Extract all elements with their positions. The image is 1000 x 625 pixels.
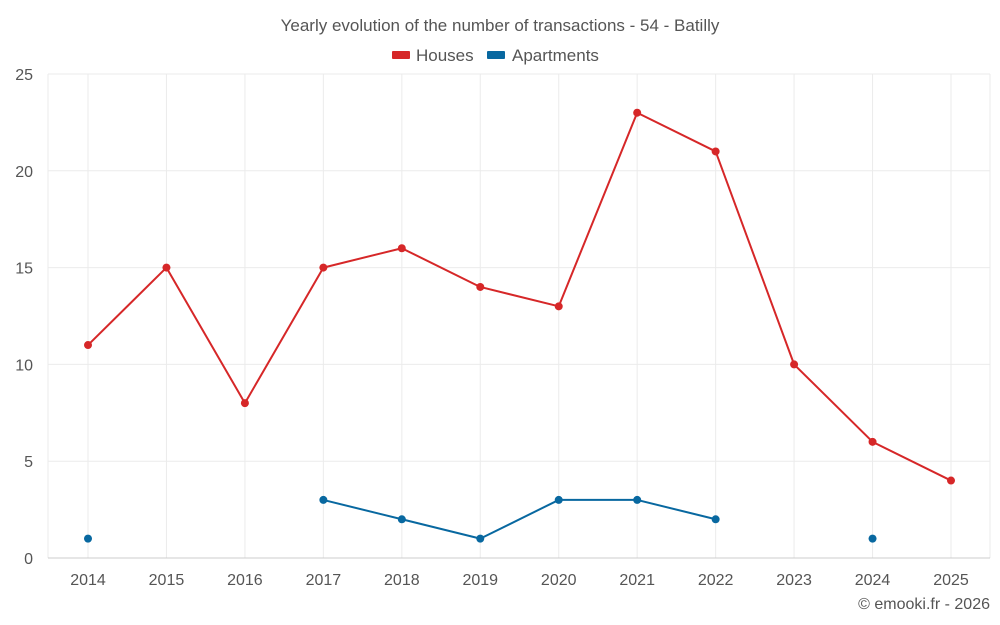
series-apartments: Apartments 2014: 1 Apartments 2017: 3 Apar… xyxy=(84,495,877,543)
x-tick-label: 2024 xyxy=(855,572,891,589)
data-point-houses[interactable]: Houses 2022: 21 xyxy=(711,147,720,156)
x-tick-label: 2019 xyxy=(462,572,498,589)
data-point-apartments[interactable]: Apartments 2024: 1 xyxy=(868,534,877,543)
data-point-apartments[interactable]: Apartments 2019: 1 xyxy=(476,534,485,543)
data-point-houses[interactable]: Houses 2014: 11 xyxy=(84,341,92,350)
x-tick-label: 2020 xyxy=(541,572,577,589)
y-tick-label: 0 xyxy=(24,551,33,568)
x-tick-label: 2018 xyxy=(384,572,420,589)
data-point-apartments[interactable]: Apartments 2022: 2 xyxy=(711,515,720,524)
data-point-houses[interactable]: Houses 2020: 13 xyxy=(554,302,563,311)
data-point-apartments[interactable]: Apartments 2017: 3 xyxy=(319,495,328,504)
x-tick-label: 2022 xyxy=(698,572,734,589)
data-point-houses[interactable]: Houses 2024: 6 xyxy=(868,437,877,446)
x-tick-label: 2014 xyxy=(70,572,106,589)
y-tick-label: 5 xyxy=(24,454,33,471)
grid xyxy=(47,73,991,558)
chart-legend: Houses Apartments xyxy=(392,46,599,65)
data-point-houses[interactable]: Houses 2025: 4 xyxy=(947,476,955,485)
data-point-houses[interactable]: Houses 2016: 8 xyxy=(240,399,249,408)
x-tick-label: 2016 xyxy=(227,572,263,589)
data-point-apartments[interactable]: Apartments 2014: 1 xyxy=(84,534,92,543)
data-point-houses[interactable]: Houses 2018: 16 xyxy=(397,244,406,253)
series-line-houses xyxy=(87,111,952,482)
y-tick-label: 15 xyxy=(15,261,33,278)
data-point-apartments[interactable]: Apartments 2020: 3 xyxy=(554,495,563,504)
legend-label-apartments: Apartments xyxy=(512,46,599,65)
plot-series: Houses 2014: 11 Houses 2015: 15 Houses 201… xyxy=(84,108,955,543)
x-tick-label: 2025 xyxy=(933,572,969,589)
series-line-apartments xyxy=(323,498,716,540)
data-point-houses[interactable]: Houses 2015: 15 xyxy=(162,263,171,272)
y-tick-label: 25 xyxy=(15,67,33,84)
credit-text: © emooki.fr - 2026 xyxy=(858,596,990,613)
data-point-houses[interactable]: Houses 2023: 10 xyxy=(790,360,799,369)
y-tick-label: 20 xyxy=(15,164,33,181)
x-tick-label: 2021 xyxy=(619,572,655,589)
x-tick-label: 2015 xyxy=(149,572,185,589)
x-tick-label: 2023 xyxy=(776,572,812,589)
legend-swatch-apartments xyxy=(487,51,505,59)
x-tick-label: 2017 xyxy=(306,572,342,589)
series-houses: Houses 2014: 11 Houses 2015: 15 Houses 201… xyxy=(84,108,955,485)
data-point-houses[interactable]: Houses 2017: 15 xyxy=(319,263,328,272)
data-point-apartments[interactable]: Apartments 2018: 2 xyxy=(397,515,406,524)
legend-swatch-houses xyxy=(392,51,410,59)
legend-item-houses[interactable]: Houses xyxy=(392,46,474,65)
legend-item-apartments[interactable]: Apartments xyxy=(487,46,599,65)
data-point-houses[interactable]: Houses 2019: 14 xyxy=(476,282,485,291)
chart-title: Yearly evolution of the number of transa… xyxy=(281,16,720,35)
legend-label-houses: Houses xyxy=(416,46,474,65)
y-tick-label: 10 xyxy=(15,357,33,374)
data-point-apartments[interactable]: Apartments 2021: 3 xyxy=(633,495,642,504)
data-point-houses[interactable]: Houses 2021: 23 xyxy=(633,108,642,117)
